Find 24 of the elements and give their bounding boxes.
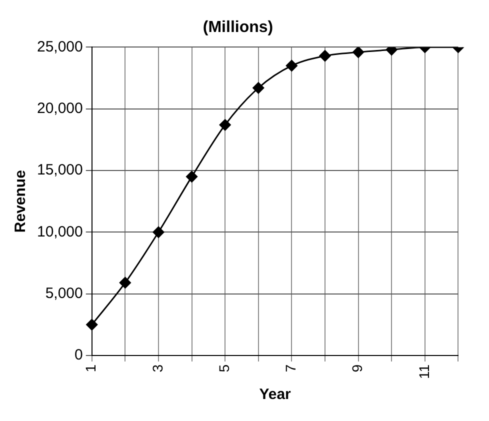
y-tick-label: 0 (74, 346, 83, 364)
point (86, 318, 98, 330)
point (186, 170, 198, 182)
y-tick-label: 10,000 (36, 223, 83, 240)
x-tick-label: 1 (82, 364, 99, 372)
point (152, 226, 164, 238)
y-tick-label: 15,000 (36, 162, 83, 179)
point (252, 82, 264, 94)
y-tick-label: 5,000 (45, 284, 83, 302)
point (352, 47, 364, 58)
x-tick-label: 5 (216, 364, 232, 372)
y-tick-label: 25,000 (36, 38, 83, 56)
y-axis-title: Revenue (12, 170, 30, 233)
x-tick-label: 7 (282, 364, 299, 372)
x-tick-label: 11 (416, 364, 432, 380)
point (319, 50, 331, 62)
point (286, 60, 298, 72)
x-tick-label: 3 (149, 364, 166, 372)
point (219, 119, 231, 131)
x-axis-title: Year (259, 386, 292, 404)
x-tick-label: 9 (349, 364, 366, 372)
point (119, 276, 131, 288)
y-tick-label: 20,000 (36, 100, 83, 117)
chart-title: (Millions) (202, 19, 274, 36)
